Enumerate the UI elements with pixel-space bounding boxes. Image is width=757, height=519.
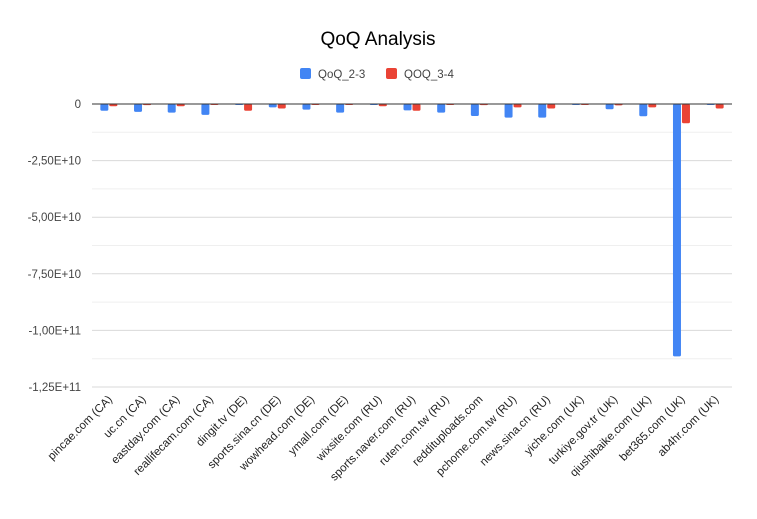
bar-qoq-3-4 — [412, 104, 421, 111]
bars — [100, 104, 724, 357]
legend-label-qoq-3-4: QOQ_3-4 — [404, 69, 454, 81]
x-tick-label: yiche.com (UK) — [522, 394, 586, 458]
bar-qoq-2-3 — [100, 104, 109, 111]
x-axis-ticks: pincae.com (CA)uc.cn (CA)eastday.com (CA… — [46, 394, 721, 484]
y-tick-label: -2,50E+10 — [28, 156, 81, 168]
bar-qoq-3-4 — [681, 104, 690, 124]
bar-qoq-2-3 — [470, 104, 479, 116]
bar-qoq-2-3 — [437, 104, 446, 113]
y-tick-label: -1,00E+11 — [28, 325, 81, 337]
x-tick-label: ymall.com (DE) — [287, 394, 351, 458]
bar-qoq-3-4 — [244, 104, 253, 111]
bar-qoq-2-3 — [167, 104, 176, 113]
bar-qoq-2-3 — [336, 104, 345, 113]
bar-qoq-2-3 — [538, 104, 547, 118]
bar-qoq-3-4 — [715, 104, 724, 109]
bar-qoq-2-3 — [201, 104, 210, 115]
gridlines — [92, 131, 732, 388]
bar-qoq-3-4 — [513, 104, 522, 108]
chart-title: QoQ Analysis — [320, 29, 435, 50]
bar-qoq-3-4 — [648, 104, 657, 108]
legend-swatch-qoq-3-4 — [386, 68, 397, 79]
bar-qoq-2-3 — [268, 104, 277, 108]
bar-qoq-3-4 — [109, 104, 118, 107]
y-tick-label: -7,50E+10 — [28, 269, 81, 281]
y-tick-label: -1,25E+11 — [28, 382, 81, 394]
bar-qoq-2-3 — [639, 104, 648, 117]
bar-qoq-2-3 — [134, 104, 143, 112]
y-axis-ticks: 0 -2,50E+10 -5,00E+10 -7,50E+10 -1,00E+11 -1,… — [28, 99, 81, 394]
bar-qoq-2-3 — [302, 104, 311, 110]
bar-qoq-3-4 — [277, 104, 286, 109]
y-tick-label: 0 — [75, 99, 81, 111]
y-tick-label: -5,00E+10 — [28, 212, 81, 224]
bar-qoq-3-4 — [378, 104, 387, 107]
bar-qoq-2-3 — [504, 104, 513, 118]
bar-qoq-2-3 — [605, 104, 614, 110]
x-tick-label: ab4hr.com (UK) — [656, 394, 722, 460]
bar-qoq-3-4 — [176, 104, 185, 107]
legend-label-qoq-2-3: QoQ_2-3 — [318, 69, 365, 81]
legend-swatch-qoq-2-3 — [300, 68, 311, 79]
bar-qoq-2-3 — [672, 104, 681, 357]
bar-qoq-3-4 — [547, 104, 556, 109]
chart-legend: QoQ_2-3 QOQ_3-4 — [300, 68, 454, 81]
bar-qoq-2-3 — [403, 104, 412, 111]
